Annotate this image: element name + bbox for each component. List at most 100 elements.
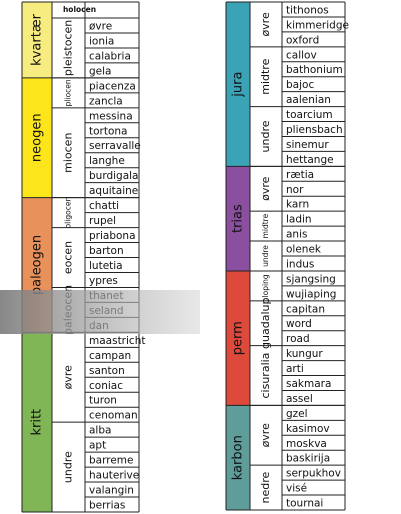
epoch-label: pliocen (64, 79, 73, 106)
stage-label: toarcium (286, 109, 333, 121)
stage-label: hettange (286, 154, 334, 166)
stage-label: ionia (89, 35, 114, 47)
stage-label: bathonium (286, 64, 343, 76)
stage-label: assel (286, 393, 313, 405)
epoch-label: holocen (63, 5, 96, 14)
stage-label: santon (89, 365, 125, 377)
epoch-label: miocen (62, 133, 75, 173)
stage-label: priabona (89, 230, 136, 242)
stage-label: tournai (286, 498, 323, 510)
stage-label: road (286, 333, 310, 345)
period-label: perm (231, 321, 246, 355)
period-label: paleogen (30, 235, 45, 295)
stage-label: oxford (286, 34, 319, 46)
stage-label: arti (286, 363, 304, 375)
stage-label: lutetia (89, 260, 123, 272)
stage-label: tithonos (286, 4, 329, 16)
stage-label: sakmara (286, 378, 331, 390)
stage-label: gzel (286, 408, 308, 420)
period-cell (22, 332, 52, 512)
stage-label: serpukhov (286, 468, 341, 480)
epoch-label: loping (261, 274, 270, 297)
highlight-band (0, 290, 200, 334)
period-cell (226, 270, 250, 406)
stage-label: pliensbach (286, 124, 343, 136)
stage-label: kimmeridge (286, 19, 349, 31)
period-label: kritt (30, 409, 45, 436)
stage-label: burdigala (89, 170, 139, 182)
stage-label: visé (286, 483, 307, 495)
epoch-label: midtre (261, 213, 270, 238)
stage-label: aalenian (286, 94, 331, 106)
stage-label: rætia (286, 169, 314, 181)
epoch-label: øvre (259, 423, 272, 448)
epoch-label: oligocen (64, 197, 73, 229)
stage-label: olenek (286, 244, 322, 256)
period-cell (22, 2, 52, 78)
stage-label: bajoc (286, 79, 314, 91)
stage-label: wujiaping (286, 288, 336, 300)
stage-label: kasimov (286, 423, 330, 435)
period-cell (22, 77, 52, 198)
stage-label: sjangsing (286, 273, 336, 285)
stage-label: valangin (89, 485, 134, 497)
stage-label: barton (89, 245, 124, 257)
period-cell (226, 405, 250, 510)
epoch-label: nedre (259, 471, 272, 503)
stage-label: apt (89, 440, 106, 452)
stage-label: rupel (89, 215, 116, 227)
stage-label: baskirija (286, 453, 330, 465)
period-label: jura (231, 72, 246, 98)
period-label: trias (231, 204, 246, 233)
stage-label: nor (286, 184, 304, 196)
stage-label: capitan (286, 303, 325, 315)
stage-label: karn (286, 199, 309, 211)
stage-label: berrias (89, 500, 125, 512)
period-cell (226, 166, 250, 271)
stage-label: word (286, 318, 312, 330)
stage-label: messina (89, 110, 133, 122)
columns: holocen øvre ionia calabria gela pleistocen kv… (21, 1, 349, 513)
epoch-label: øvre (259, 176, 272, 201)
epoch-label: pleistocen (62, 20, 75, 76)
stage-label: langhe (89, 155, 125, 167)
stage-label: zancla (89, 95, 123, 107)
stage-label: sinemur (286, 139, 329, 151)
stage-label: chatti (89, 200, 119, 212)
stage-label: tortona (89, 125, 128, 137)
epoch-label: øvre (259, 12, 272, 37)
stage-label: hauterive (89, 470, 139, 482)
stage-label: alba (89, 425, 111, 437)
stage-label: barreme (89, 455, 133, 467)
epoch-label: undre (259, 120, 272, 152)
stage-label: coniac (89, 380, 123, 392)
period-label: karbon (231, 435, 246, 480)
epoch-label: midtre (259, 58, 272, 94)
stage-label: cenoman (89, 410, 138, 422)
stage-label: serravalle (89, 140, 141, 152)
epoch-label: øvre (62, 365, 75, 390)
stage-label: piacenza (89, 80, 136, 92)
epoch-label: undre (261, 245, 270, 267)
stage-label: ypres (89, 275, 118, 287)
stage-label: øvre (89, 20, 112, 32)
period-cell (226, 2, 250, 167)
epoch-label: cisuralia (259, 353, 272, 399)
epoch-label: eocen (62, 241, 75, 274)
stage-label: turon (89, 395, 117, 407)
epoch-label: guadalup (259, 298, 272, 349)
stage-label: indus (286, 258, 314, 270)
stage-label: anis (286, 229, 307, 241)
epoch-label: undre (62, 451, 75, 483)
period-label: kvartær (30, 13, 45, 65)
stage-label: gela (89, 65, 111, 77)
stage-label: ladin (286, 214, 312, 226)
period-label: neogen (30, 113, 45, 162)
stage-label: moskva (286, 438, 327, 450)
stage-label: callov (286, 49, 317, 61)
stage-label: calabria (89, 50, 131, 62)
stage-label: kungur (286, 348, 323, 360)
stage-label: campan (89, 350, 131, 362)
